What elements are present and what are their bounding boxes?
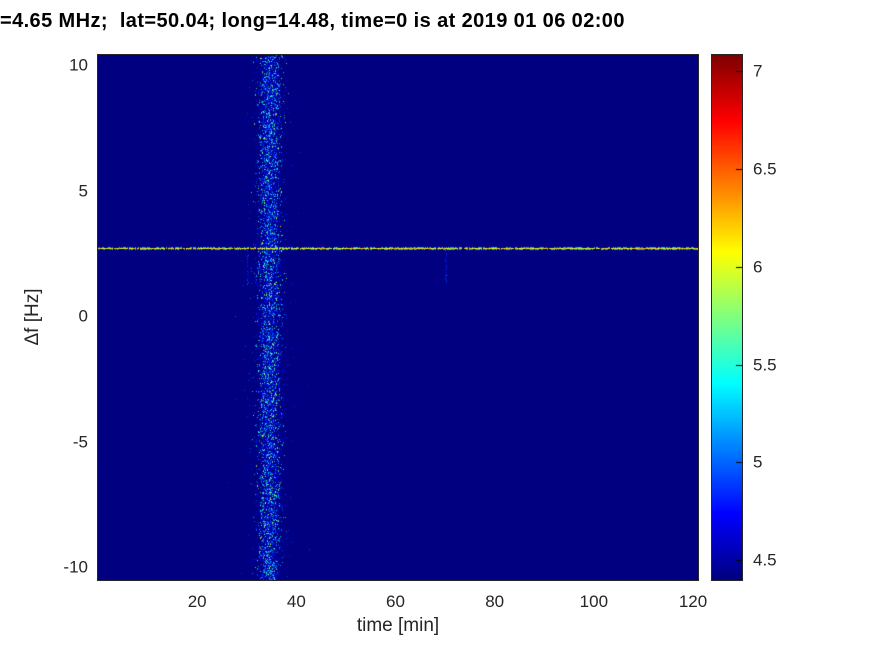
colorbar-tick-label: 6.5 bbox=[753, 159, 777, 179]
y-axis-label: Δf [Hz] bbox=[22, 288, 43, 346]
colorbar-tick-label: 7 bbox=[753, 61, 763, 81]
x-tick-label: 20 bbox=[187, 592, 207, 611]
colorbar-tick-label: 6 bbox=[753, 257, 763, 277]
y-tick-label: 5 bbox=[78, 181, 88, 201]
x-tick-label: 100 bbox=[579, 592, 609, 611]
x-tick-label: 80 bbox=[485, 592, 505, 611]
x-axis-label: time [min] bbox=[356, 615, 440, 636]
colorbar-tick-label: 5.5 bbox=[753, 355, 777, 374]
x-tick-label: 60 bbox=[386, 592, 405, 611]
x-tick-label: 40 bbox=[286, 592, 306, 611]
y-tick-label: 10 bbox=[69, 55, 88, 75]
colorbar-tick-label: 5 bbox=[753, 452, 763, 472]
colorbar-tick-label: 4.5 bbox=[753, 550, 777, 570]
x-tick-label: 120 bbox=[678, 592, 708, 611]
y-tick-label: -10 bbox=[63, 557, 88, 577]
colorbar-canvas bbox=[712, 55, 742, 580]
y-tick-label: 0 bbox=[78, 306, 88, 326]
chart-title: =4.65 MHz; lat=50.04; long=14.48, time=0… bbox=[0, 10, 625, 32]
heatmap-canvas bbox=[98, 55, 698, 580]
y-tick-label: -5 bbox=[72, 432, 88, 452]
